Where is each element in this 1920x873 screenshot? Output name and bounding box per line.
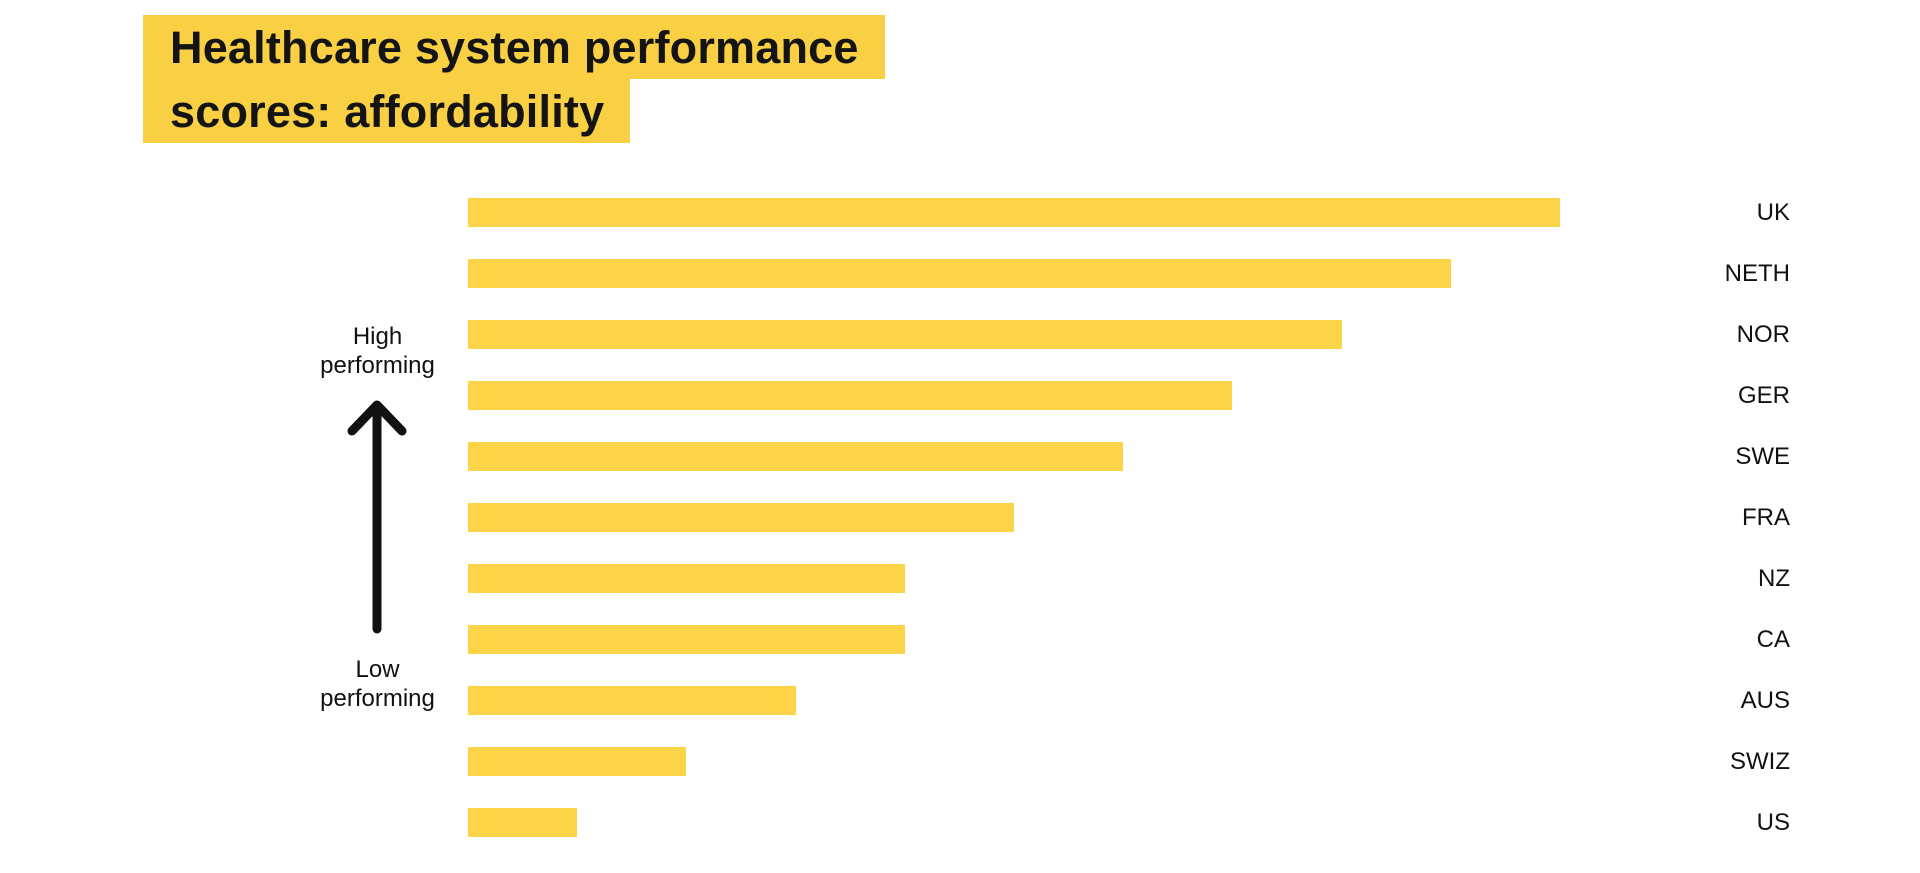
bar-us: [468, 808, 577, 837]
bar-label-uk: UK: [1756, 199, 1790, 226]
up-arrow-icon: [347, 400, 407, 634]
high-performing-label: High performing: [285, 322, 470, 380]
bar-label-us: US: [1756, 809, 1790, 836]
bar-uk: [468, 198, 1560, 227]
bar-nz: [468, 564, 905, 593]
bar-label-nor: NOR: [1736, 321, 1790, 348]
bar-ger: [468, 381, 1232, 410]
bar-label-swiz: SWIZ: [1730, 748, 1790, 775]
bar-label-swe: SWE: [1735, 443, 1790, 470]
bar-neth: [468, 259, 1451, 288]
bar-swe: [468, 442, 1123, 471]
page-title: Healthcare system performance scores: aff…: [143, 15, 885, 143]
bar-swiz: [468, 747, 686, 776]
high-performing-label-line2: performing: [320, 352, 435, 379]
bar-fra: [468, 503, 1014, 532]
low-performing-label: Low performing: [285, 655, 470, 713]
bar-label-fra: FRA: [1742, 504, 1790, 531]
title-line-2: scores: affordability: [143, 79, 631, 143]
bar-label-nz: NZ: [1758, 565, 1790, 592]
bar-label-ca: CA: [1756, 626, 1790, 653]
low-performing-label-line1: Low: [355, 656, 400, 683]
bar-label-neth: NETH: [1724, 260, 1790, 287]
high-performing-label-line1: High: [352, 323, 403, 350]
bar-aus: [468, 686, 796, 715]
bar-label-ger: GER: [1737, 382, 1790, 409]
title-line-1: Healthcare system performance: [143, 15, 885, 79]
bar-ca: [468, 625, 905, 654]
bar-label-aus: AUS: [1740, 687, 1790, 714]
low-performing-label-line2: performing: [320, 685, 435, 712]
bar-nor: [468, 320, 1342, 349]
